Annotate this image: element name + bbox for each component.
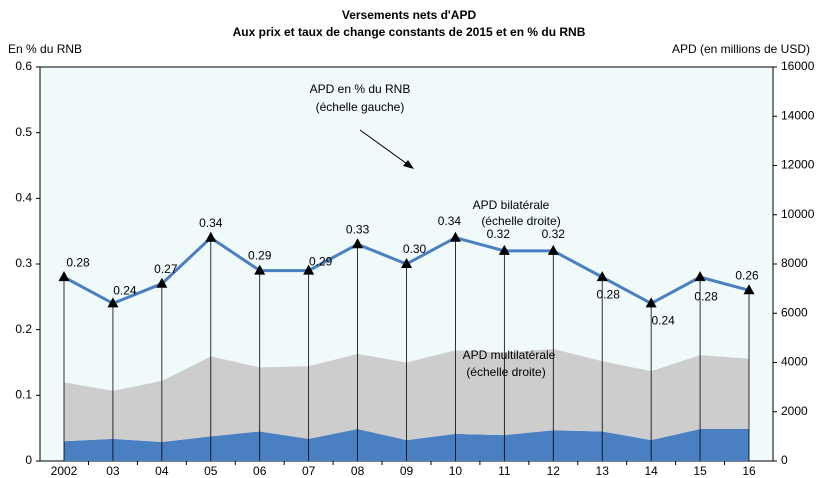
x-tick-label: 10 xyxy=(449,464,463,478)
annotation: APD multilatérale xyxy=(463,348,556,362)
arrow-head xyxy=(403,160,414,169)
chart-title: Versements nets d'APD xyxy=(342,8,477,22)
data-label: 0.28 xyxy=(597,287,621,301)
marker xyxy=(352,238,364,249)
marker xyxy=(205,231,217,242)
data-label: 0.34 xyxy=(199,216,223,230)
y2-tick-label: 16000 xyxy=(781,59,815,73)
marker xyxy=(645,297,657,308)
x-tick-label: 2002 xyxy=(51,464,78,478)
y2-tick-label: 6000 xyxy=(781,305,808,319)
annotation: (échelle droite) xyxy=(481,214,560,228)
y2-axis-label: APD (en millions de USD) xyxy=(672,42,810,56)
arrow xyxy=(359,129,411,167)
x-tick-label: 14 xyxy=(644,464,658,478)
y-tick-label: 0 xyxy=(25,453,32,467)
data-label: 0.30 xyxy=(403,242,427,256)
y-axis-label: En % du RNB xyxy=(8,42,82,56)
x-tick-label: 15 xyxy=(693,464,707,478)
marker xyxy=(498,244,510,255)
x-tick-label: 06 xyxy=(253,464,267,478)
marker xyxy=(547,244,559,255)
data-label: 0.32 xyxy=(487,227,511,241)
y2-tick-label: 14000 xyxy=(781,108,815,122)
y2-tick-label: 12000 xyxy=(781,158,815,172)
y-tick-label: 0.1 xyxy=(15,388,32,402)
data-label: 0.28 xyxy=(66,255,90,269)
chart-subtitle: Aux prix et taux de change constants de … xyxy=(233,25,586,39)
y-tick-label: 0.4 xyxy=(15,191,32,205)
x-tick-label: 04 xyxy=(155,464,169,478)
marker xyxy=(694,271,706,282)
x-tick-label: 11 xyxy=(498,464,511,478)
marker xyxy=(254,264,266,275)
annotation: (échelle gauche) xyxy=(316,100,405,114)
y2-tick-label: 10000 xyxy=(781,207,815,221)
x-tick-label: 03 xyxy=(106,464,120,478)
y2-tick-label: 8000 xyxy=(781,256,808,270)
x-tick-label: 12 xyxy=(547,464,561,478)
data-label: 0.34 xyxy=(438,214,462,228)
data-label: 0.24 xyxy=(651,314,675,328)
y-tick-label: 0.6 xyxy=(15,59,32,73)
marker xyxy=(401,258,412,268)
y-tick-label: 0.5 xyxy=(15,125,32,139)
data-label: 0.29 xyxy=(309,255,333,269)
y-tick-label: 0.2 xyxy=(15,322,32,336)
data-label: 0.24 xyxy=(113,284,137,298)
data-label: 0.26 xyxy=(735,268,759,282)
marker xyxy=(449,231,461,242)
marker xyxy=(58,271,70,282)
y2-tick-label: 2000 xyxy=(781,404,808,418)
annotation: APD bilatérale xyxy=(473,198,550,212)
x-tick-label: 08 xyxy=(351,464,365,478)
data-label: 0.29 xyxy=(248,249,272,263)
annotation: (échelle droite) xyxy=(466,365,545,379)
marker xyxy=(596,271,608,282)
y-tick-label: 0.3 xyxy=(15,256,32,270)
x-tick-label: 16 xyxy=(742,464,756,478)
marker xyxy=(156,277,168,288)
x-tick-label: 05 xyxy=(204,464,218,478)
x-tick-label: 13 xyxy=(596,464,610,478)
marker xyxy=(743,284,755,295)
marker xyxy=(107,297,119,308)
data-label: 0.33 xyxy=(346,222,370,236)
data-label: 0.28 xyxy=(694,289,718,303)
annotation: APD en % du RNB xyxy=(310,82,411,96)
marker xyxy=(303,264,315,275)
data-label: 0.27 xyxy=(154,262,178,276)
x-tick-label: 07 xyxy=(302,464,316,478)
x-tick-label: 09 xyxy=(400,464,414,478)
y2-tick-label: 0 xyxy=(781,453,788,467)
data-label: 0.32 xyxy=(542,227,566,241)
y2-tick-label: 4000 xyxy=(781,355,808,369)
